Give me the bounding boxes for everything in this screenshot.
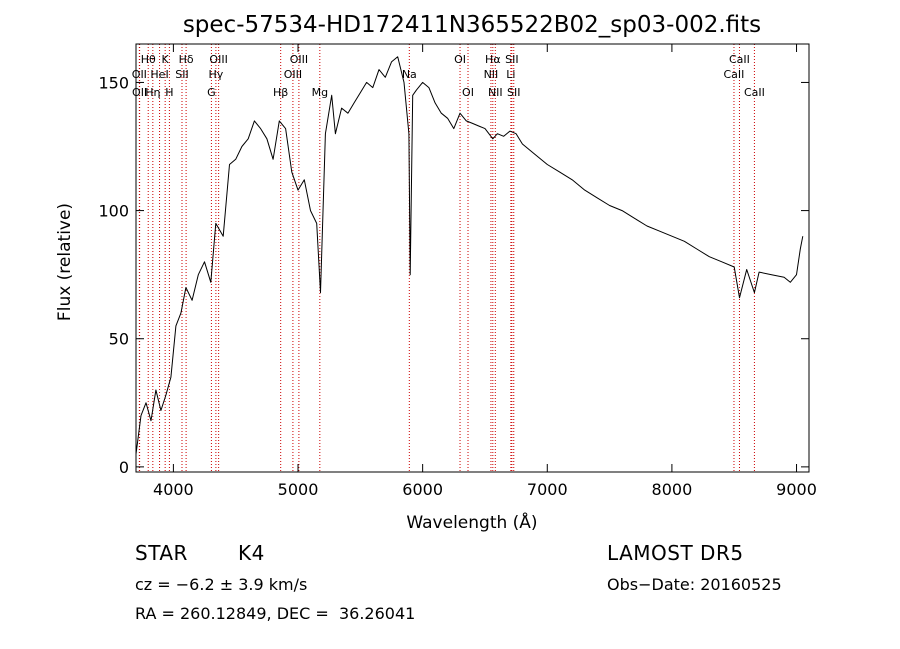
line-label-hθ: Hθ (141, 53, 156, 66)
line-label-h: H (165, 86, 173, 99)
line-label-sii: SII (505, 53, 518, 66)
line-label-k: K (162, 53, 170, 66)
line-label-sii: SII (507, 86, 520, 99)
x-axis-ticks: 4000 5000 6000 7000 8000 9000 (153, 44, 817, 499)
line-label-sii: SII (175, 68, 188, 81)
plot-frame (135, 43, 810, 473)
chart-title: spec-57534-HD172411N365522B02_sp03-002.f… (183, 12, 761, 38)
object-type: STAR (135, 541, 188, 565)
y-tick-label-150: 150 (98, 73, 129, 92)
line-label-hei: HeI (150, 68, 168, 81)
line-label-hα: Hα (485, 53, 501, 66)
x-tick-label-8000: 8000 (652, 480, 693, 499)
line-label-nii: NII (488, 86, 503, 99)
line-label-oiii: OIII (284, 68, 302, 81)
line-label-g: G (207, 86, 216, 99)
line-label-hγ: Hγ (208, 68, 223, 81)
redshift-velocity: cz = −6.2 ± 3.9 km/s (135, 575, 308, 594)
line-label-nii: NII (484, 68, 499, 81)
y-tick-label-0: 0 (119, 458, 129, 477)
spectrum-plot-area (135, 56, 804, 455)
y-axis-label: Flux (relative) (55, 203, 75, 321)
x-axis-label: Wavelength (Å) (406, 511, 537, 533)
line-label-na: Na (402, 68, 417, 81)
x-tick-label-4000: 4000 (153, 480, 194, 499)
y-tick-label-50: 50 (109, 330, 129, 349)
line-label-li: Li (506, 68, 515, 81)
y-tick-label-100: 100 (98, 202, 129, 221)
line-label-hβ: Hβ (273, 86, 288, 99)
survey-release: LAMOST DR5 (607, 541, 744, 565)
spectrum-series-0 (135, 56, 804, 455)
x-tick-label-6000: 6000 (402, 480, 443, 499)
line-label-mg: Mg (312, 86, 328, 99)
x-tick-label-5000: 5000 (278, 480, 319, 499)
object-subclass: K4 (238, 541, 265, 565)
line-label-oi: OI (462, 86, 474, 99)
x-tick-label-9000: 9000 (776, 480, 817, 499)
coordinates: RA = 260.12849, DEC = 36.26041 (135, 604, 416, 623)
observation-date: Obs−Date: 20160525 (607, 575, 782, 594)
line-label-hη: Hη (145, 86, 160, 99)
line-label-oiii: OIII (290, 53, 308, 66)
line-label-caii: CaII (724, 68, 745, 81)
spectral-line-markers (138, 44, 755, 472)
line-label-oi: OI (454, 53, 466, 66)
line-label-hδ: Hδ (179, 53, 194, 66)
y-axis-ticks: 0 50 100 150 (98, 73, 809, 477)
line-label-oiii: OIII (209, 53, 227, 66)
line-label-oii: OII (132, 86, 147, 99)
line-label-caii: CaII (744, 86, 765, 99)
line-label-oii: OII (132, 68, 147, 81)
line-label-caii: CaII (729, 53, 750, 66)
x-tick-label-7000: 7000 (527, 480, 568, 499)
